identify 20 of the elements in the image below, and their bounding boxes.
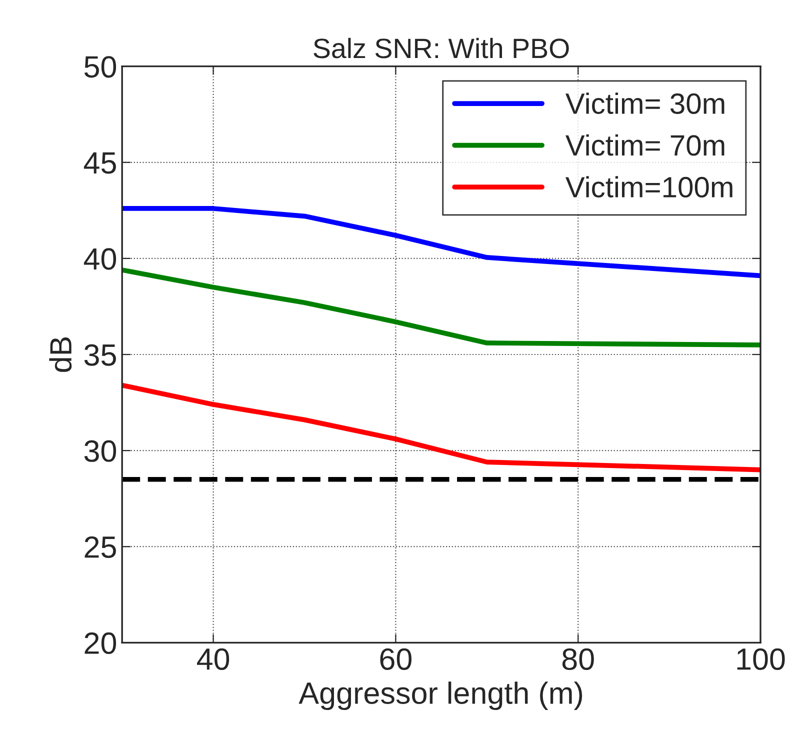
line-series (122, 268, 760, 348)
line-series (122, 206, 760, 278)
x-tick-label: 100 (737, 648, 785, 670)
x-axis-title: Aggressor length (m) (298, 682, 582, 710)
y-axis-title: dB (49, 337, 72, 372)
y-tick-label: 50 (84, 56, 116, 78)
chart-title: Salz SNR: With PBO (314, 38, 569, 58)
y-tick-label: 25 (84, 536, 116, 558)
legend-label: Victim= 70m (565, 134, 724, 156)
legend-label: Victim=100m (565, 176, 732, 198)
y-tick-label: 45 (84, 152, 116, 174)
y-tick-label: 40 (84, 248, 116, 270)
x-tick-label: 60 (380, 648, 412, 670)
y-tick-label: 20 (84, 632, 116, 654)
x-tick-label: 80 (562, 648, 594, 670)
y-tick-label: 30 (84, 440, 116, 462)
legend-label: Victim= 30m (565, 92, 724, 114)
y-tick-label: 35 (84, 344, 116, 366)
line-series (122, 382, 760, 472)
x-tick-label: 40 (197, 648, 230, 670)
